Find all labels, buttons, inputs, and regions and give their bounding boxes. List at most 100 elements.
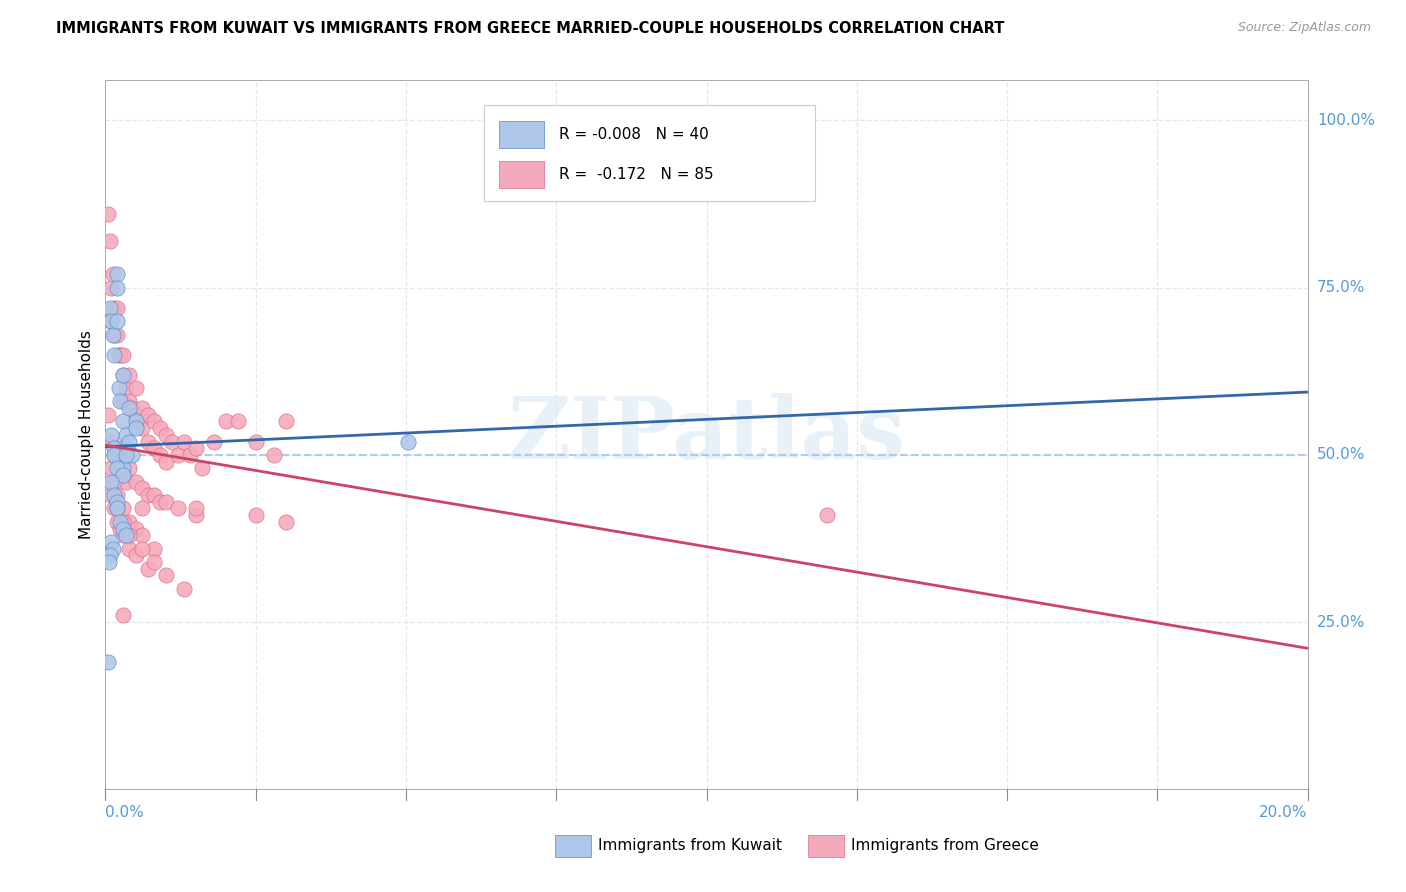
Point: [148, 448, 170, 462]
Point: [155, 455, 177, 469]
Point: [100, 461, 122, 475]
Point: [100, 281, 122, 295]
Point: [103, 488, 125, 502]
Point: [263, 448, 285, 462]
Point: [107, 301, 129, 315]
Text: R =  -0.172   N = 85: R = -0.172 N = 85: [558, 167, 713, 182]
Point: [107, 448, 129, 462]
Point: [112, 521, 135, 535]
Point: [107, 488, 129, 502]
Text: Immigrants from Greece: Immigrants from Greece: [851, 838, 1039, 853]
Point: [112, 442, 135, 456]
Point: [100, 488, 122, 502]
Point: [124, 548, 146, 563]
Point: [115, 448, 138, 462]
Point: [118, 515, 141, 529]
Point: [155, 428, 177, 442]
Point: [115, 381, 138, 395]
Point: [112, 468, 135, 483]
Point: [103, 442, 125, 456]
Text: 25.0%: 25.0%: [1317, 615, 1365, 630]
Point: [103, 348, 125, 362]
Point: [142, 541, 165, 556]
Point: [118, 401, 141, 416]
Text: 50.0%: 50.0%: [1317, 448, 1365, 462]
Point: [131, 501, 153, 516]
Point: [110, 455, 132, 469]
Point: [107, 314, 129, 328]
Point: [131, 482, 153, 496]
Text: 75.0%: 75.0%: [1317, 280, 1365, 295]
Point: [124, 521, 146, 535]
Point: [166, 448, 188, 462]
Point: [107, 515, 129, 529]
Point: [118, 528, 141, 542]
Point: [110, 348, 132, 362]
Point: [101, 268, 124, 282]
Point: [107, 501, 129, 516]
Point: [112, 368, 135, 382]
Point: [110, 521, 132, 535]
Point: [100, 475, 122, 489]
Point: [184, 501, 207, 516]
Point: [112, 348, 135, 362]
Point: [815, 508, 838, 523]
Point: [121, 448, 143, 462]
Point: [100, 428, 122, 442]
Point: [98, 555, 121, 569]
Point: [107, 327, 129, 342]
Point: [115, 428, 138, 442]
Point: [148, 494, 170, 508]
Point: [131, 528, 153, 542]
Point: [131, 541, 153, 556]
Point: [142, 442, 165, 456]
Point: [112, 461, 135, 475]
Text: R = -0.008   N = 40: R = -0.008 N = 40: [558, 127, 709, 142]
Point: [103, 475, 125, 489]
Point: [142, 488, 165, 502]
Point: [142, 414, 165, 429]
Point: [107, 381, 129, 395]
Text: IMMIGRANTS FROM KUWAIT VS IMMIGRANTS FROM GREECE MARRIED-COUPLE HOUSEHOLDS CORRE: IMMIGRANTS FROM KUWAIT VS IMMIGRANTS FRO…: [56, 21, 1005, 36]
Point: [124, 414, 146, 429]
Point: [112, 515, 135, 529]
Point: [173, 434, 195, 449]
Point: [97, 655, 120, 669]
Point: [107, 268, 129, 282]
Bar: [499, 120, 544, 148]
Point: [115, 528, 138, 542]
Point: [98, 301, 121, 315]
Point: [245, 508, 267, 523]
Point: [184, 442, 207, 456]
Point: [110, 394, 132, 409]
Point: [166, 501, 188, 516]
Point: [155, 568, 177, 582]
Point: [112, 501, 135, 516]
Point: [128, 414, 150, 429]
Point: [118, 541, 141, 556]
Point: [97, 207, 120, 221]
Point: [101, 541, 124, 556]
Point: [107, 348, 129, 362]
Text: Immigrants from Kuwait: Immigrants from Kuwait: [598, 838, 782, 853]
Point: [173, 582, 195, 596]
Text: 100.0%: 100.0%: [1317, 113, 1375, 128]
Point: [160, 434, 183, 449]
Text: ZIPatlas: ZIPatlas: [508, 392, 905, 477]
Point: [245, 434, 267, 449]
Point: [131, 401, 153, 416]
Text: 20.0%: 20.0%: [1260, 805, 1308, 820]
Point: [179, 448, 201, 462]
Text: 0.0%: 0.0%: [105, 805, 145, 820]
Point: [107, 281, 129, 295]
Point: [101, 327, 124, 342]
Point: [190, 461, 212, 475]
FancyBboxPatch shape: [484, 105, 814, 201]
Point: [100, 535, 122, 549]
Point: [107, 448, 129, 462]
Text: Source: ZipAtlas.com: Source: ZipAtlas.com: [1237, 21, 1371, 34]
Point: [226, 414, 249, 429]
Point: [136, 562, 159, 576]
Point: [100, 434, 122, 449]
Point: [98, 548, 121, 563]
